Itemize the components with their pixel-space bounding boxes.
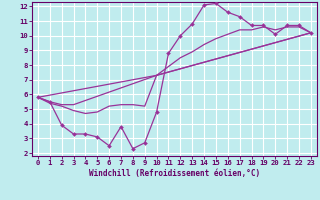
- X-axis label: Windchill (Refroidissement éolien,°C): Windchill (Refroidissement éolien,°C): [89, 169, 260, 178]
